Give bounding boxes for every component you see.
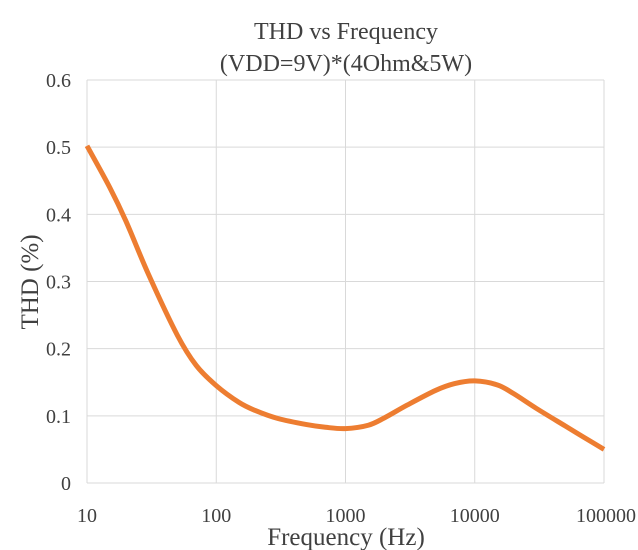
y-tick-label: 0.2 [46, 339, 71, 361]
x-tick-label: 10000 [450, 505, 500, 527]
y-tick-label: 0.4 [46, 204, 71, 226]
series-layer [84, 144, 606, 452]
x-tick-label: 100 [201, 505, 231, 527]
y-tick-label: 0.5 [46, 137, 71, 159]
x-tick-label: 1000 [326, 505, 366, 527]
y-tick-label: 0.6 [46, 70, 71, 92]
tick-labels: 0 0.1 0.2 0.3 0.4 0.5 0.6 10 100 1000 10000 100000 [46, 70, 636, 527]
chart-title-line1: THD vs Frequency [254, 19, 438, 45]
y-axis-label: THD (%) [17, 234, 44, 329]
y-tick-label: 0 [61, 473, 71, 495]
y-tick-label: 0.1 [46, 406, 71, 428]
x-tick-label: 100000 [576, 505, 636, 527]
x-axis-label: Frequency (Hz) [267, 524, 425, 550]
x-tick-label: 10 [77, 505, 97, 527]
y-tick-label: 0.3 [46, 272, 71, 294]
grid-lines [86, 79, 605, 484]
chart-title-line2: (VDD=9V)*(4Ohm&5W) [220, 51, 472, 77]
